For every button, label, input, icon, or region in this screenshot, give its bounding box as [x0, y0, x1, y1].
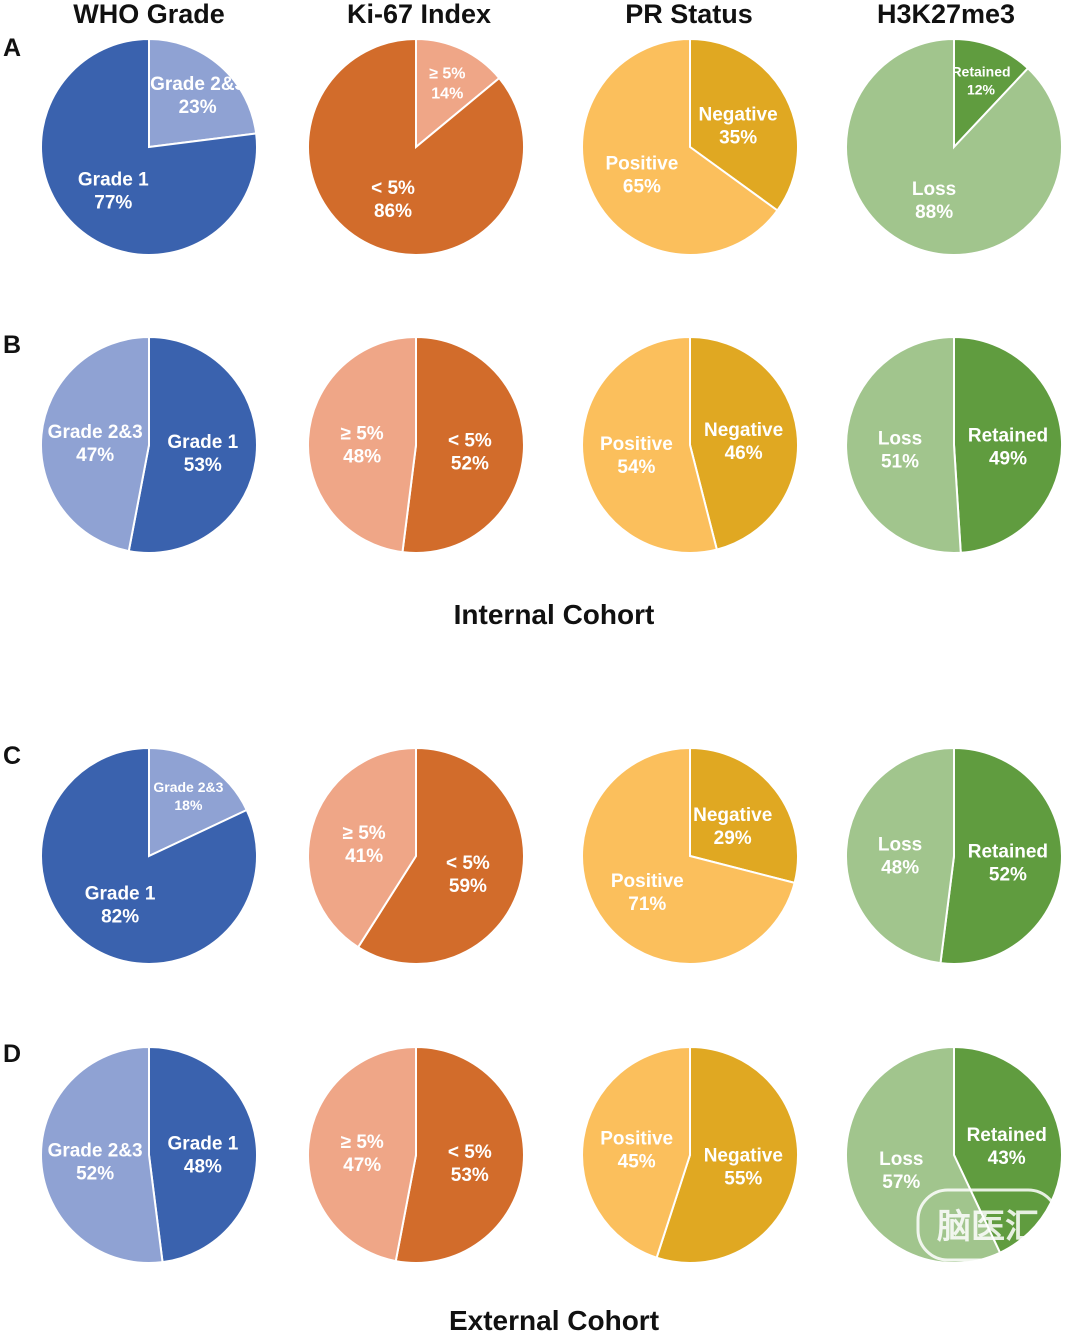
pie-slice-label-negative: Negative 35% [698, 105, 777, 149]
pie-slice-label-positive: Positive 45% [600, 1129, 673, 1173]
pie-d-h3k27me3: Retained 43% Loss 57% [845, 1045, 1063, 1264]
pie-slice-label-positive: Positive 54% [600, 434, 673, 478]
pie-slice-grade-1 [40, 746, 258, 965]
pie-slice-label-ge-5pct: ≥ 5% 48% [341, 424, 384, 468]
pie-d-ki-67-index: < 5% 53% ≥ 5% 47% [307, 1045, 525, 1264]
pie-slice-positive [581, 37, 779, 256]
pie-c-ki-67-index: < 5% 59% ≥ 5% 41% [307, 746, 525, 965]
watermark-frame [916, 1188, 1060, 1262]
pie-slice-label-grade-2and3: Grade 2&3 23% [150, 74, 245, 118]
pie-slice-retained [953, 335, 1064, 554]
pie-d-pr-status: Negative 55% Positive 45% [581, 1045, 800, 1264]
pie-grid: Grade 2&3 23% Grade 1 77% ≥ 5% 14% < 5% 86% Nega… [40, 37, 1064, 1264]
pie-b-ki-67-index: < 5% 52% ≥ 5% 48% [306, 335, 525, 554]
row-label-b: B [3, 331, 21, 359]
column-title-ki67-index: Ki-67 Index [347, 0, 491, 29]
pie-slice-grade-1 [127, 335, 258, 554]
pie-slice-positive [581, 1045, 691, 1259]
pie-a-ki-67-index: ≥ 5% 14% < 5% 86% [307, 37, 525, 256]
pie-slice-label-negative: Negative 29% [693, 805, 772, 849]
pie-slice-ge-5pct [307, 1045, 417, 1263]
watermark-text: 脑医汇 [937, 1207, 1039, 1247]
row-label-a: A [3, 34, 21, 62]
pie-slice-loss [845, 335, 962, 554]
pie-slice-lt-5pct [394, 1045, 525, 1264]
pie-slice-label-lt-5pct: < 5% 52% [448, 430, 492, 474]
pie-c-who-grade: Grade 2&3 18% Grade 1 82% [40, 746, 258, 965]
pie-slice-negative [655, 1045, 800, 1264]
pie-slice-label-ge-5pct: ≥ 5% 14% [429, 66, 465, 103]
pie-slice-label-ge-5pct: ≥ 5% 47% [341, 1132, 384, 1176]
pie-d-who-grade: Grade 1 48% Grade 2&3 52% [40, 1045, 259, 1264]
pie-slice-grade-2and3 [148, 37, 258, 149]
pie-slice-label-lt-5pct: < 5% 86% [371, 178, 415, 222]
row-label-d: D [3, 1040, 21, 1068]
pie-a-h3k27me3: Retained 12% Loss 88% [845, 37, 1063, 256]
pie-slice-label-positive: Positive 65% [605, 154, 678, 198]
pie-slice-label-grade-1: Grade 1 53% [167, 432, 238, 476]
pie-slice-grade-2and3 [40, 335, 150, 553]
pie-slice-grade-1 [40, 37, 258, 256]
pie-a-who-grade: Grade 2&3 23% Grade 1 77% [40, 37, 258, 256]
column-title-h3k27me3: H3K27me3 [877, 0, 1015, 29]
pie-slice-label-loss: Loss 48% [878, 835, 922, 879]
pie-slice-label-ge-5pct: ≥ 5% 41% [343, 823, 386, 867]
pie-slice-label-loss: Loss 57% [879, 1149, 923, 1193]
pie-slice-label-lt-5pct: < 5% 53% [448, 1142, 492, 1186]
pie-slice-label-retained: Retained 12% [951, 64, 1010, 98]
pie-c-h3k27me3: Retained 52% Loss 48% [844, 746, 1063, 965]
pie-slice-label-lt-5pct: < 5% 59% [446, 853, 490, 897]
row-label-c: C [3, 742, 21, 770]
cohort-label-external: External Cohort [449, 1305, 659, 1334]
pie-slice-label-grade-2and3: Grade 2&3 18% [153, 779, 223, 813]
pie-slice-negative [689, 746, 799, 885]
pie-slice-ge-5pct [307, 746, 417, 949]
pie-slice-retained [939, 746, 1063, 965]
column-title-who-grade: WHO Grade [73, 0, 225, 29]
pie-slice-label-retained: Retained 43% [967, 1125, 1047, 1169]
pie-slice-label-grade-1: Grade 1 82% [85, 884, 156, 928]
pie-slice-ge-5pct [306, 335, 417, 554]
pie-b-h3k27me3: Retained 49% Loss 51% [845, 335, 1064, 554]
pie-slice-label-grade-1: Grade 1 48% [168, 1134, 239, 1178]
pie-slice-loss [845, 1045, 1002, 1264]
pie-b-pr-status: Negative 46% Positive 54% [581, 335, 800, 554]
pie-slice-label-retained: Retained 49% [968, 425, 1048, 469]
pie-slice-label-loss: Loss 88% [912, 179, 956, 223]
pie-slice-grade-2and3 [148, 746, 249, 858]
pie-c-pr-status: Negative 29%Positive 71% [581, 746, 799, 965]
column-title-pr-status: PR Status [625, 0, 753, 29]
pie-slice-positive [581, 335, 719, 554]
pie-slice-label-negative: Negative 46% [704, 420, 783, 464]
pie-slice-label-grade-2and3: Grade 2&3 52% [48, 1140, 143, 1184]
pie-slice-grade-1 [148, 1045, 259, 1264]
watermark-logo: 脑医汇 [916, 1188, 1060, 1262]
pie-slice-retained [953, 1045, 1063, 1255]
pie-slice-grade-2and3 [40, 1045, 164, 1264]
pie-slice-loss [844, 746, 955, 965]
pie-slice-label-loss: Loss 51% [878, 429, 922, 473]
pie-a-pr-status: Negative 35% Positive 65% [581, 37, 799, 256]
cohort-label-internal: Internal Cohort [454, 599, 655, 630]
pie-slice-retained [953, 37, 1030, 150]
pie-slice-lt-5pct [356, 746, 525, 965]
pie-b-who-grade: Grade 1 53% Grade 2&3 47% [40, 335, 258, 554]
pie-slice-lt-5pct [307, 37, 525, 256]
pie-slice-positive [581, 746, 796, 965]
pie-slice-label-grade-1: Grade 1 77% [78, 170, 149, 214]
pie-slice-loss [845, 37, 1063, 256]
pie-slice-label-retained: Retained 52% [968, 841, 1048, 885]
pie-slice-label-negative: Negative 55% [704, 1145, 783, 1189]
pie-slice-label-grade-2and3: Grade 2&3 47% [48, 422, 143, 466]
pie-slice-label-positive: Positive 71% [611, 871, 684, 915]
pie-slice-lt-5pct [401, 335, 525, 554]
pie-slice-ge-5pct [415, 37, 501, 150]
pie-slice-negative [689, 335, 800, 551]
pie-slice-negative [689, 37, 799, 212]
